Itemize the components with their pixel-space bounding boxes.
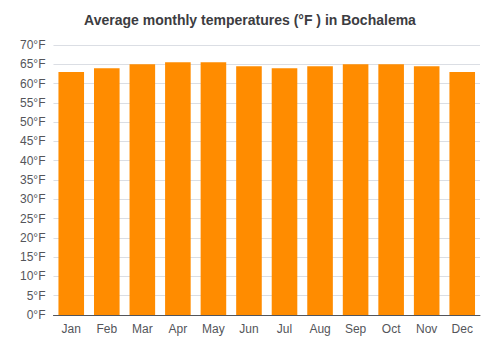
- svg-text:Aug: Aug: [309, 322, 330, 336]
- svg-text:Jun: Jun: [239, 322, 258, 336]
- svg-text:40°F: 40°F: [20, 154, 45, 168]
- svg-text:65°F: 65°F: [20, 57, 45, 71]
- svg-text:45°F: 45°F: [20, 134, 45, 148]
- svg-text:55°F: 55°F: [20, 96, 45, 110]
- svg-text:Feb: Feb: [96, 322, 117, 336]
- svg-text:Nov: Nov: [416, 322, 437, 336]
- svg-text:Apr: Apr: [169, 322, 188, 336]
- svg-text:Mar: Mar: [132, 322, 153, 336]
- svg-text:Dec: Dec: [452, 322, 473, 336]
- svg-text:30°F: 30°F: [20, 192, 45, 206]
- svg-text:25°F: 25°F: [20, 212, 45, 226]
- svg-text:May: May: [202, 322, 225, 336]
- svg-text:60°F: 60°F: [20, 77, 45, 91]
- svg-text:Oct: Oct: [382, 322, 401, 336]
- svg-text:5°F: 5°F: [27, 289, 46, 303]
- svg-text:0°F: 0°F: [27, 308, 46, 322]
- svg-text:Average monthly temperatures (: Average monthly temperatures (°F ) in Bo…: [84, 12, 416, 28]
- svg-text:50°F: 50°F: [20, 115, 45, 129]
- svg-text:20°F: 20°F: [20, 231, 45, 245]
- svg-text:10°F: 10°F: [20, 269, 45, 283]
- svg-text:70°F: 70°F: [20, 38, 45, 52]
- svg-text:Jan: Jan: [62, 322, 81, 336]
- svg-text:Jul: Jul: [277, 322, 292, 336]
- svg-text:Sep: Sep: [345, 322, 367, 336]
- svg-text:35°F: 35°F: [20, 173, 45, 187]
- svg-text:15°F: 15°F: [20, 250, 45, 264]
